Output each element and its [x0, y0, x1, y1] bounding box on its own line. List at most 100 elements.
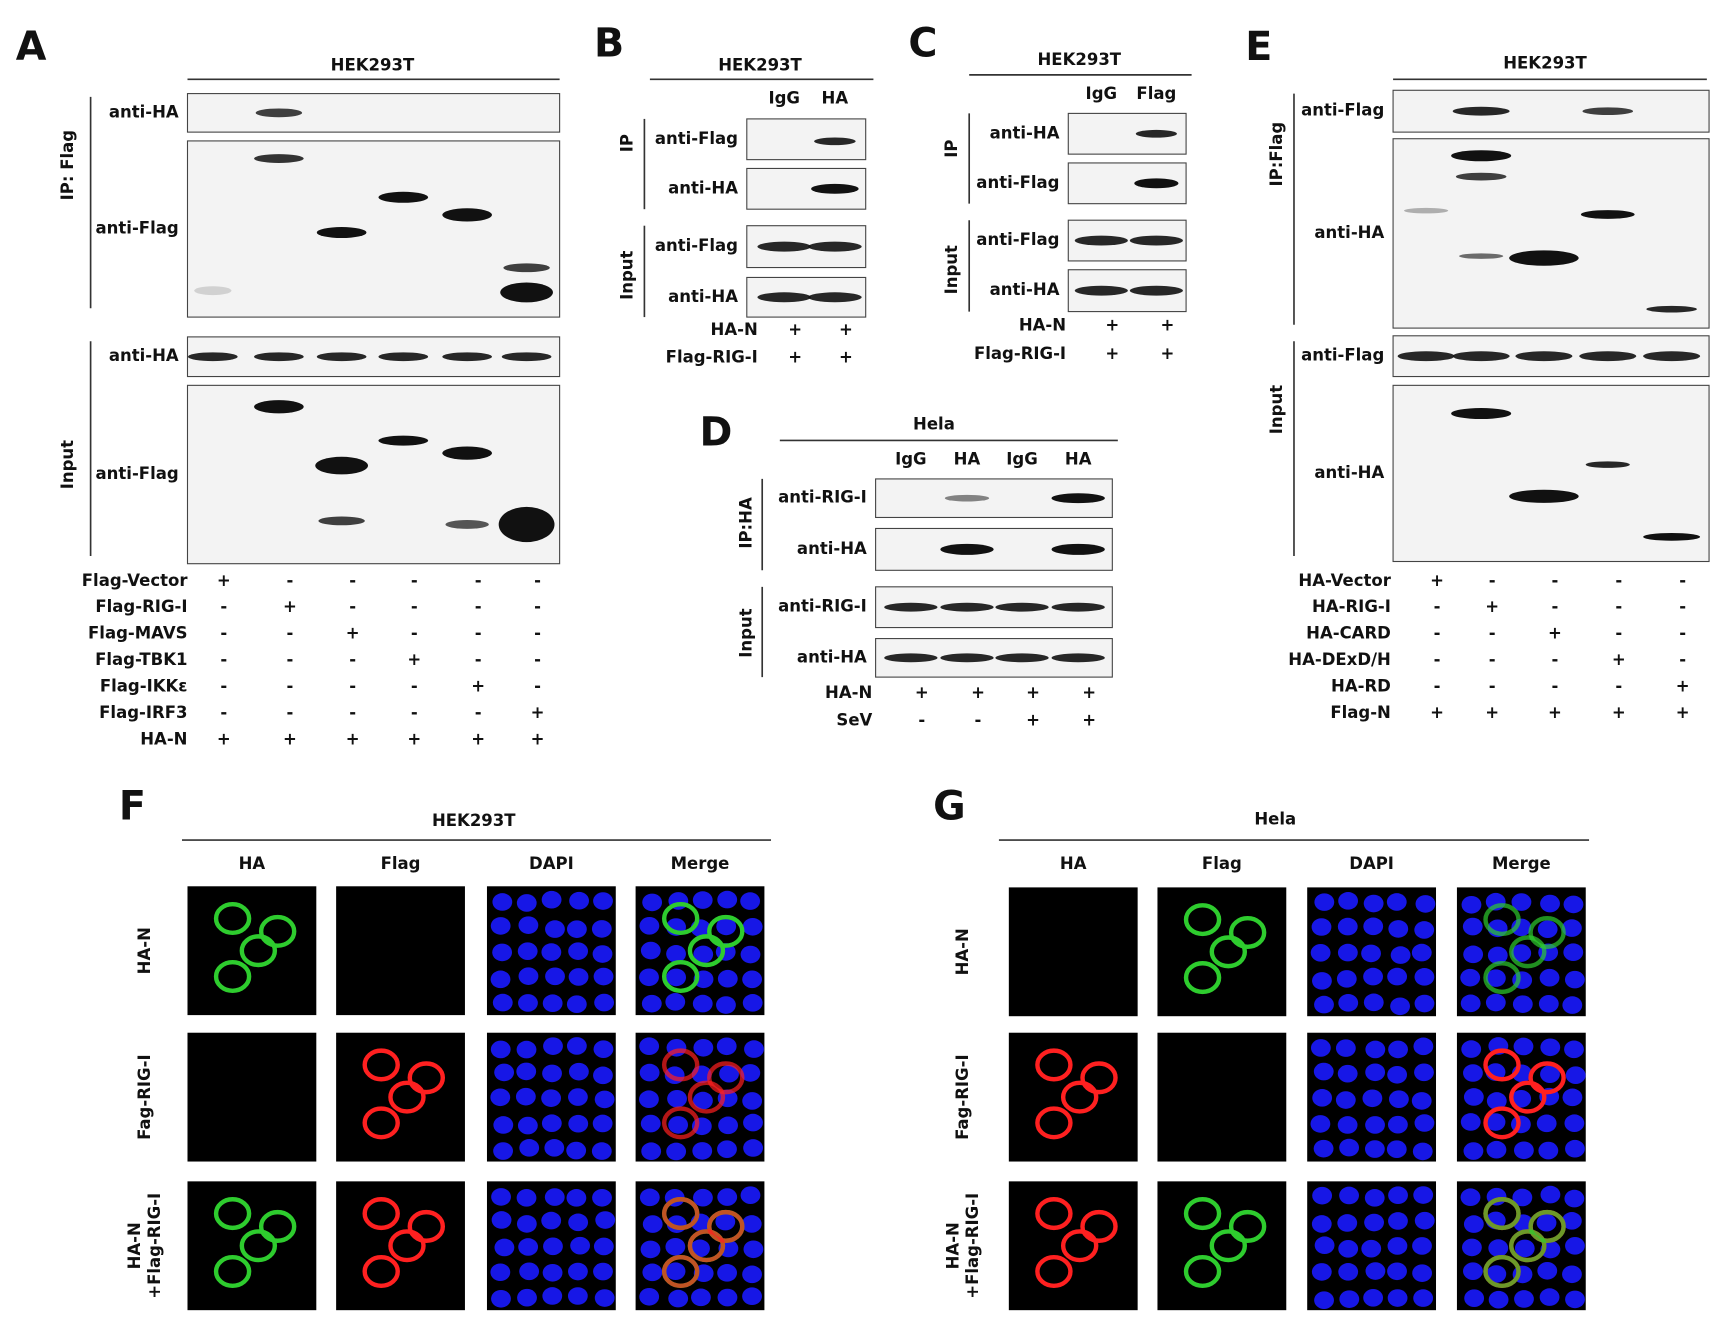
- nucleus: [1314, 893, 1335, 911]
- treatment-sign: +: [283, 729, 297, 748]
- nucleus: [742, 994, 763, 1012]
- nucleus: [1412, 1264, 1433, 1282]
- treatment-sign: -: [534, 597, 541, 616]
- nucleus: [1337, 943, 1358, 962]
- nucleus: [666, 1142, 687, 1161]
- nucleus: [1311, 1215, 1332, 1233]
- lane-label: IgG: [768, 89, 800, 108]
- column-label: HA: [1060, 854, 1087, 873]
- band: [1129, 235, 1183, 246]
- band: [757, 241, 811, 252]
- nucleus: [1462, 917, 1483, 936]
- nucleus: [541, 1114, 562, 1133]
- nucleus: [516, 1040, 537, 1059]
- column-label: DAPI: [529, 854, 574, 873]
- blot-label: anti-Flag: [976, 173, 1059, 192]
- blot: [186, 336, 561, 378]
- micrograph: [1008, 1032, 1138, 1162]
- treatment-sign: -: [411, 571, 418, 590]
- nucleus: [494, 1063, 515, 1082]
- treatment-sign: -: [349, 597, 356, 616]
- nucleus: [1564, 1189, 1585, 1208]
- group-label: IP: [617, 134, 636, 152]
- nucleus: [569, 891, 590, 910]
- nucleus: [1364, 1213, 1384, 1232]
- nucleus: [491, 1211, 512, 1229]
- band: [1051, 653, 1105, 663]
- nucleus: [1361, 944, 1381, 963]
- nucleus: [1339, 1290, 1360, 1308]
- blot-label: anti-Flag: [1301, 346, 1384, 365]
- treatment-sign: +: [471, 677, 485, 696]
- treatment-sign: +: [217, 729, 231, 748]
- nucleus: [740, 1064, 761, 1082]
- group-label: Input: [736, 608, 755, 657]
- cell-signal: [1483, 961, 1521, 995]
- band: [316, 227, 367, 239]
- lane-label: Flag: [1136, 84, 1176, 103]
- nucleus: [490, 1263, 511, 1282]
- nucleus: [1388, 920, 1409, 938]
- nucleus: [716, 917, 737, 936]
- nucleus: [740, 945, 761, 964]
- nucleus: [742, 917, 763, 936]
- nucleus: [1311, 918, 1332, 936]
- treatment-sign: +: [1485, 703, 1499, 722]
- nucleus: [1414, 994, 1435, 1013]
- nucleus: [1365, 1262, 1386, 1280]
- nucleus: [1461, 1040, 1482, 1058]
- nucleus: [1565, 1066, 1586, 1085]
- cell-signal: [687, 1080, 726, 1114]
- treatment-sign: -: [411, 597, 418, 616]
- cell-signal: [1183, 903, 1222, 937]
- nucleus: [1540, 1038, 1561, 1057]
- nucleus: [1388, 1090, 1409, 1108]
- nucleus: [545, 920, 565, 938]
- blot-label: anti-Flag: [1301, 101, 1384, 120]
- band: [811, 183, 859, 194]
- column-label: Flag: [381, 854, 421, 873]
- blot-label: anti-Flag: [655, 236, 738, 255]
- treatment-sign: -: [1615, 571, 1622, 590]
- band: [1451, 150, 1512, 162]
- nucleus: [668, 1289, 689, 1308]
- cell-signal: [1509, 1080, 1547, 1114]
- nucleus: [1463, 1215, 1484, 1233]
- treatment-name: HA-N: [825, 683, 872, 702]
- cell-signal: [1483, 903, 1521, 937]
- row-label: HA-N: [135, 927, 154, 974]
- treatment-sign: -: [475, 571, 482, 590]
- nucleus: [518, 916, 539, 934]
- treatment-sign: -: [918, 711, 925, 730]
- nucleus: [541, 890, 562, 909]
- cell-signal: [1483, 1197, 1521, 1231]
- nucleus: [1336, 970, 1357, 988]
- nucleus: [1565, 1236, 1585, 1255]
- blot: [186, 140, 561, 318]
- group-label: Input: [1267, 385, 1286, 434]
- cell-signal: [1228, 1209, 1267, 1243]
- treatment-sign: -: [349, 571, 356, 590]
- band: [188, 352, 238, 362]
- treatment-sign: +: [1548, 624, 1562, 643]
- cell-line: HEK293T: [718, 56, 802, 75]
- nucleus: [693, 1188, 713, 1207]
- nucleus: [516, 1215, 537, 1233]
- cell-signal: [407, 1061, 446, 1095]
- cell-line: HEK293T: [1038, 50, 1122, 69]
- treatment-sign: +: [1612, 650, 1626, 669]
- cell-signal: [1035, 1255, 1073, 1289]
- nucleus: [1414, 921, 1435, 939]
- band: [940, 653, 994, 663]
- band: [1585, 461, 1630, 468]
- treatment-name: Flag-RIG-I: [666, 347, 758, 366]
- treatment-sign: +: [788, 347, 802, 366]
- treatment-sign: -: [1434, 650, 1441, 669]
- treatment-name: HA-N: [140, 729, 187, 748]
- band: [445, 520, 489, 529]
- cell-signal: [388, 1229, 426, 1263]
- nucleus: [515, 1087, 536, 1106]
- lane-label: HA: [822, 89, 849, 108]
- nucleus: [566, 995, 587, 1014]
- treatment-sign: -: [475, 650, 482, 669]
